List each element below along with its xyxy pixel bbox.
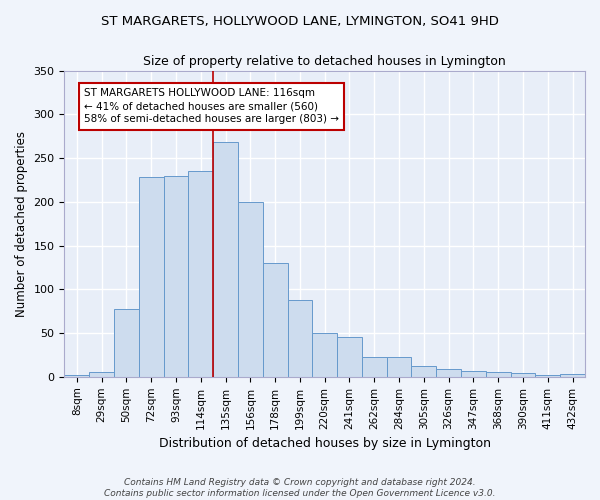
Y-axis label: Number of detached properties: Number of detached properties: [15, 130, 28, 316]
Title: Size of property relative to detached houses in Lymington: Size of property relative to detached ho…: [143, 55, 506, 68]
X-axis label: Distribution of detached houses by size in Lymington: Distribution of detached houses by size …: [159, 437, 491, 450]
Text: ST MARGARETS HOLLYWOOD LANE: 116sqm
← 41% of detached houses are smaller (560)
5: ST MARGARETS HOLLYWOOD LANE: 116sqm ← 41…: [84, 88, 339, 124]
Bar: [89, 372, 114, 377]
Bar: [535, 375, 560, 377]
Bar: [213, 142, 238, 377]
Bar: [114, 308, 139, 377]
Bar: [313, 333, 337, 377]
Text: Contains HM Land Registry data © Crown copyright and database right 2024.
Contai: Contains HM Land Registry data © Crown c…: [104, 478, 496, 498]
Bar: [64, 375, 89, 377]
Bar: [263, 263, 287, 377]
Bar: [139, 178, 164, 377]
Bar: [560, 374, 585, 377]
Text: ST MARGARETS, HOLLYWOOD LANE, LYMINGTON, SO41 9HD: ST MARGARETS, HOLLYWOOD LANE, LYMINGTON,…: [101, 15, 499, 28]
Bar: [386, 356, 412, 377]
Bar: [287, 300, 313, 377]
Bar: [461, 370, 486, 377]
Bar: [412, 366, 436, 377]
Bar: [436, 369, 461, 377]
Bar: [188, 171, 213, 377]
Bar: [337, 338, 362, 377]
Bar: [164, 176, 188, 377]
Bar: [486, 372, 511, 377]
Bar: [511, 374, 535, 377]
Bar: [238, 202, 263, 377]
Bar: [362, 356, 386, 377]
